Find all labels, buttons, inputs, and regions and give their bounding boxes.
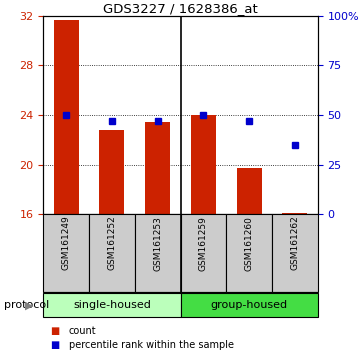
Bar [180,293,318,317]
Bar [191,115,216,214]
Text: GSM161249: GSM161249 [62,216,71,270]
Title: GDS3227 / 1628386_at: GDS3227 / 1628386_at [103,2,258,15]
Text: single-housed: single-housed [73,300,151,310]
Bar [226,214,272,292]
Bar [43,293,180,317]
Bar [272,214,318,292]
Text: GSM161253: GSM161253 [153,216,162,270]
Text: GSM161260: GSM161260 [245,216,253,270]
Bar [282,213,307,214]
Text: group-housed: group-housed [210,300,288,310]
Text: ▶: ▶ [25,300,33,310]
Bar [236,169,262,214]
Text: count: count [69,326,96,336]
Text: GSM161252: GSM161252 [108,216,116,270]
Bar [145,122,170,214]
Text: GSM161259: GSM161259 [199,216,208,270]
Bar [99,130,125,214]
Text: protocol: protocol [4,300,49,310]
Bar [135,214,180,292]
Bar [54,19,79,214]
Text: ■: ■ [51,340,60,350]
Text: ■: ■ [51,326,60,336]
Bar [43,214,89,292]
Text: GSM161262: GSM161262 [290,216,299,270]
Bar [180,214,226,292]
Text: percentile rank within the sample: percentile rank within the sample [69,340,234,350]
Bar [89,214,135,292]
